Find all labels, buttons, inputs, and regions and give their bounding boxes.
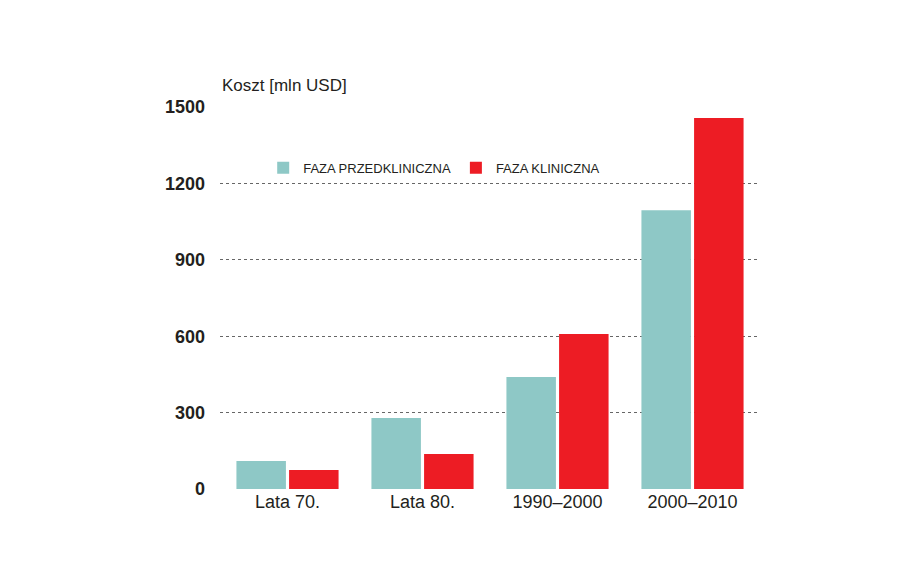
svg-text:FAZA PRZEDKLINICZNA: FAZA PRZEDKLINICZNA (303, 161, 451, 176)
svg-text:900: 900 (175, 250, 205, 270)
svg-text:FAZA KLINICZNA: FAZA KLINICZNA (496, 161, 600, 176)
svg-text:600: 600 (175, 327, 205, 347)
svg-text:1990–2000: 1990–2000 (512, 492, 602, 512)
svg-text:Koszt [mln USD]: Koszt [mln USD] (222, 76, 347, 95)
svg-text:1500: 1500 (165, 97, 205, 117)
svg-text:2000–2010: 2000–2010 (647, 492, 737, 512)
svg-text:1200: 1200 (165, 174, 205, 194)
svg-text:300: 300 (175, 403, 205, 423)
svg-text:Lata 80.: Lata 80. (390, 492, 455, 512)
svg-text:Lata 70.: Lata 70. (255, 492, 320, 512)
svg-text:0: 0 (195, 479, 205, 499)
